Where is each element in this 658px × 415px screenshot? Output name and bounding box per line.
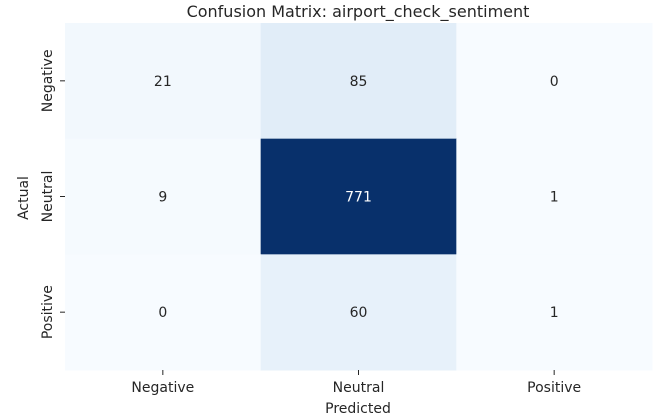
cell-value-label: 1 xyxy=(550,190,559,206)
cell-value-label: 771 xyxy=(345,190,372,206)
cell-neutral-negative xyxy=(65,138,262,255)
chart-title: Confusion Matrix: airport_check_sentimen… xyxy=(187,2,530,22)
cell-value-label: 0 xyxy=(550,74,559,90)
cell-value-labels: 21 85 0 9 771 1 0 60 1 xyxy=(154,74,559,321)
cell-value-label: 21 xyxy=(154,74,172,90)
cell-negative-neutral xyxy=(260,23,457,140)
x-axis: Negative Neutral Positive xyxy=(131,370,581,396)
cell-positive-neutral xyxy=(260,254,457,371)
x-axis-label: Predicted xyxy=(325,401,391,415)
x-tick-label: Negative xyxy=(131,380,194,396)
y-tick-label: Negative xyxy=(40,49,56,112)
cell-value-label: 85 xyxy=(350,74,368,90)
cell-neutral-positive xyxy=(456,138,653,255)
cell-value-label: 9 xyxy=(158,190,167,206)
x-tick-label: Neutral xyxy=(333,380,385,396)
y-axis: Negative Neutral Positive xyxy=(40,49,65,339)
cell-positive-negative xyxy=(65,254,262,371)
y-axis-label: Actual xyxy=(16,176,32,220)
cell-value-label: 1 xyxy=(550,305,559,321)
cell-value-label: 60 xyxy=(350,305,368,321)
cell-negative-negative xyxy=(65,23,262,140)
x-tick-label: Positive xyxy=(527,380,581,396)
heatmap-cells xyxy=(65,23,653,371)
y-tick-label: Positive xyxy=(40,285,56,339)
cell-negative-positive xyxy=(456,23,653,140)
cell-positive-positive xyxy=(456,254,653,371)
cell-neutral-neutral xyxy=(260,138,457,255)
y-tick-label: Neutral xyxy=(40,171,56,223)
cell-value-label: 0 xyxy=(158,305,167,321)
